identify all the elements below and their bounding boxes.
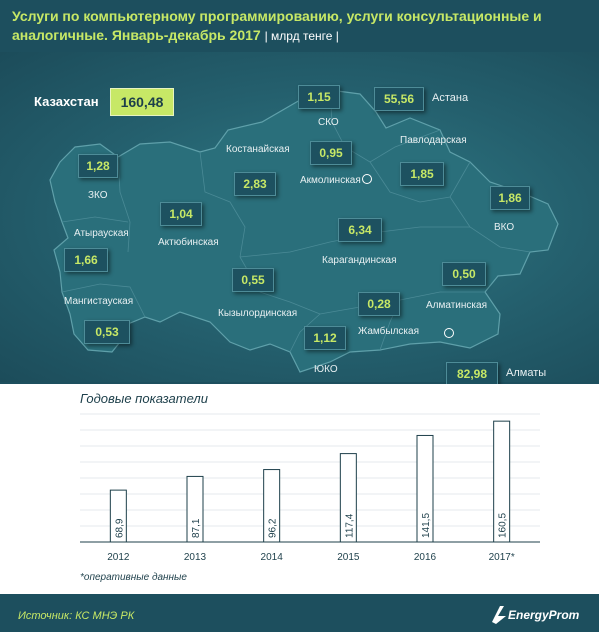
region-value-vko: 1,86: [490, 186, 530, 210]
region-label-zko: ЗКО: [88, 190, 108, 201]
kazakhstan-map: [49, 89, 559, 373]
almaty-city-dot: [444, 328, 454, 338]
region-value-karaganda: 6,34: [338, 218, 382, 242]
x-tick-label: 2017*: [489, 552, 515, 563]
region-label-akmola: Акмолинская: [300, 175, 361, 186]
bar-2016: [416, 434, 434, 543]
source-text: Источник: КС МНЭ РК: [18, 610, 135, 622]
x-tick-label: 2016: [414, 552, 437, 563]
region-label-astana: Астана: [432, 92, 469, 104]
region-value-aktobe: 1,04: [160, 202, 202, 226]
region-label-karaganda: Карагандинская: [322, 255, 397, 266]
footnote: *оперативные данные: [80, 572, 187, 583]
region-label-zhambyl: Жамбылская: [358, 326, 419, 337]
region-value-sko: 1,15: [298, 85, 340, 109]
region-value-pavlodar: 1,85: [400, 162, 444, 186]
country-outline: [49, 89, 559, 373]
header: Услуги по компьютерному программированию…: [0, 0, 599, 52]
region-value-kostanay: 2,83: [234, 172, 276, 196]
x-tick-label: 2014: [261, 552, 284, 563]
region-value-zko: 1,28: [78, 154, 118, 178]
region-label-kostanay: Костанайская: [226, 144, 290, 155]
x-tick-label: 2013: [184, 552, 207, 563]
region-label-almaty-obl: Алматинская: [426, 300, 487, 311]
bar-value-label: 96,2: [268, 518, 279, 538]
bar-value-label: 141,5: [421, 513, 432, 538]
region-value-uko: 1,12: [304, 326, 346, 350]
energyprom-logo-icon: [492, 606, 506, 624]
region-value-almaty: 82,98: [446, 362, 498, 386]
total-label: Казахстан: [34, 94, 99, 109]
bar-2013: [186, 475, 204, 543]
region-label-uko: ЮКО: [314, 364, 338, 375]
chart-title: Годовые показатели: [80, 391, 208, 406]
bar-value-label: 160,5: [498, 513, 509, 538]
x-tick-label: 2012: [107, 552, 130, 563]
x-tick-label: 2015: [337, 552, 360, 563]
region-value-akmola: 0,95: [310, 141, 352, 165]
region-value-zhambyl: 0,28: [358, 292, 400, 316]
region-value-atyrau: 1,66: [64, 248, 108, 272]
region-label-vko: ВКО: [494, 222, 515, 233]
bar-2012: [109, 489, 127, 543]
astana-city-dot: [362, 174, 372, 184]
bar-chart: 68,9 2012 87,1 2013 96,2 2014 117,4 2015 141,5 20…: [80, 413, 540, 563]
bar-2017*: [493, 420, 511, 543]
title-text: Услуги по компьютерному программированию…: [12, 8, 542, 43]
title-unit: | млрд тенге |: [264, 29, 339, 43]
bar-2014: [263, 469, 281, 543]
region-label-sko: СКО: [318, 117, 339, 128]
bar-value-label: 68,9: [114, 518, 125, 538]
annual-chart: 68,9 2012 87,1 2013 96,2 2014 117,4 2015 141,5 20…: [0, 384, 599, 594]
region-label-mangistau: Мангистауская: [64, 296, 134, 307]
region-label-atyrau: Атырауская: [74, 228, 129, 239]
region-value-almaty-obl: 0,50: [442, 262, 486, 286]
region-label-almaty: Алматы: [506, 367, 547, 379]
bar-value-label: 87,1: [191, 518, 202, 538]
region-value-kyzylorda: 0,55: [232, 268, 274, 292]
bar-value-label: 117,4: [344, 513, 355, 538]
region-label-kyzylorda: Кызылординская: [218, 308, 298, 319]
region-value-astana: 55,56: [374, 87, 424, 111]
region-value-mangistau: 0,53: [84, 320, 130, 344]
region-label-pavlodar: Павлодарская: [400, 135, 467, 146]
bar-2015: [339, 453, 357, 543]
total-value: 160,48: [110, 88, 174, 116]
logo-text: EnergyProm: [508, 608, 580, 622]
page-title: Услуги по компьютерному программированию…: [12, 7, 582, 46]
region-label-aktobe: Актюбинская: [158, 237, 219, 248]
